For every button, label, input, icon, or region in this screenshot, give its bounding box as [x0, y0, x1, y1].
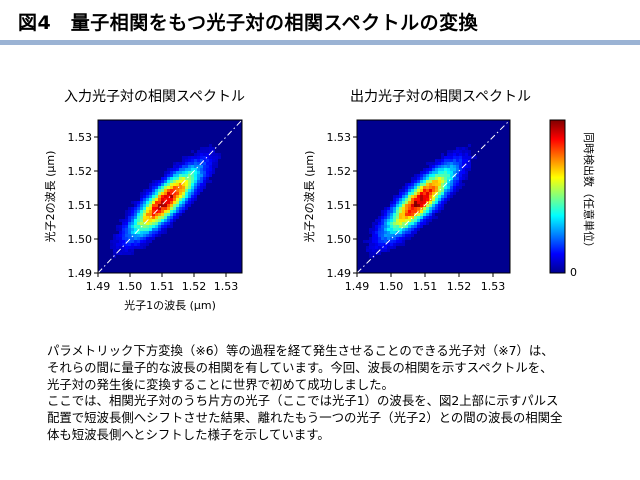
colorbar: [549, 119, 566, 274]
description-line: 体も短波長側へとシフトした様子を示しています。: [47, 426, 330, 442]
description-line: パラメトリック下方変換（※6）等の過程を経て発生させることのできる光子対（※7）…: [47, 343, 554, 358]
description-line: それらの間に量子的な波長の相関を有しています。今回、波長の相関を示すスペクトルを…: [47, 359, 553, 375]
y-tick-label: 1.52: [68, 165, 93, 178]
y-axis-label: 光子2の波長 (μm): [43, 151, 57, 243]
plot-frame: [97, 119, 243, 274]
x-tick-label: 1.52: [182, 280, 207, 293]
y-tick-label: 1.49: [68, 267, 93, 280]
page-title: 図4 量子相関をもつ光子対の相関スペクトルの変換: [18, 12, 479, 34]
output-panel-title: 出力光子対の相関スペクトル: [350, 89, 532, 105]
colorbar-min-label: 0: [570, 266, 577, 279]
x-axis-label: 光子1の波長 (μm): [124, 298, 216, 312]
y-tick-label: 1.50: [68, 233, 93, 246]
diagonal-line: [357, 120, 510, 273]
input-panel-title: 入力光子対の相関スペクトル: [64, 89, 246, 105]
y-tick-label: 1.53: [68, 131, 93, 144]
x-tick-label: 1.49: [86, 280, 111, 293]
description-line: 光子対の発生後に変換することに世界で初めて成功しました。: [47, 376, 394, 392]
x-tick-label: 1.52: [447, 280, 472, 293]
heatmap-in: [98, 120, 242, 273]
x-tick-label: 1.50: [118, 280, 143, 293]
heatmap-out: [357, 120, 510, 273]
y-tick-label: 1.52: [327, 165, 352, 178]
y-axis-label: 光子2の波長 (μm): [302, 151, 316, 243]
description-line: 配置で短波長側へシフトさせた結果、離れたもう一つの光子（光子2）との間の波長の相…: [47, 410, 563, 426]
y-tick-label: 1.53: [327, 131, 352, 144]
y-tick-label: 1.51: [68, 199, 93, 212]
description: パラメトリック下方変換（※6）等の過程を経て発生させることのできる光子対（※7）…: [47, 343, 607, 444]
x-tick-label: 1.51: [150, 280, 175, 293]
correlation-spectra-figure: 1.49 1.50 1.51 1.52 1.53 1.49 1.50 1.51 1.52 1.53…: [43, 119, 596, 312]
title-rule: [0, 40, 640, 45]
x-tick-label: 1.53: [481, 280, 506, 293]
x-tick-label: 1.53: [214, 280, 239, 293]
description-line: ここでは、相関光子対のうち片方の光子（ここでは光子1）の波長を、図2上部に示すパ…: [47, 393, 559, 409]
y-tick-label: 1.50: [327, 233, 352, 246]
plot-frame: [356, 119, 511, 274]
y-tick-label: 1.51: [327, 199, 352, 212]
colorbar-label: 同時検出数（任意単位）: [582, 132, 596, 253]
x-tick-label: 1.51: [413, 280, 438, 293]
x-tick-label: 1.50: [379, 280, 404, 293]
x-tick-label: 1.49: [345, 280, 370, 293]
y-tick-label: 1.49: [327, 267, 352, 280]
